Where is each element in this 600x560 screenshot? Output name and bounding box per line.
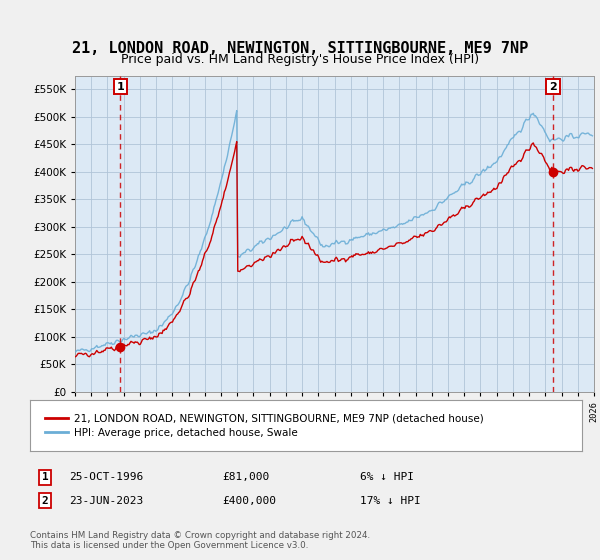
Text: Contains HM Land Registry data © Crown copyright and database right 2024.
This d: Contains HM Land Registry data © Crown c…	[30, 531, 370, 550]
Text: 2: 2	[41, 496, 49, 506]
Text: 23-JUN-2023: 23-JUN-2023	[69, 496, 143, 506]
Text: 25-OCT-1996: 25-OCT-1996	[69, 472, 143, 482]
Text: £400,000: £400,000	[222, 496, 276, 506]
Text: 1: 1	[41, 472, 49, 482]
Text: 2: 2	[549, 82, 557, 92]
Text: 21, LONDON ROAD, NEWINGTON, SITTINGBOURNE, ME9 7NP: 21, LONDON ROAD, NEWINGTON, SITTINGBOURN…	[72, 41, 528, 56]
Text: 1: 1	[116, 82, 124, 92]
Text: 17% ↓ HPI: 17% ↓ HPI	[360, 496, 421, 506]
Text: Price paid vs. HM Land Registry's House Price Index (HPI): Price paid vs. HM Land Registry's House …	[121, 53, 479, 66]
Text: 6% ↓ HPI: 6% ↓ HPI	[360, 472, 414, 482]
Text: £81,000: £81,000	[222, 472, 269, 482]
Legend: 21, LONDON ROAD, NEWINGTON, SITTINGBOURNE, ME9 7NP (detached house), HPI: Averag: 21, LONDON ROAD, NEWINGTON, SITTINGBOURN…	[41, 409, 488, 442]
